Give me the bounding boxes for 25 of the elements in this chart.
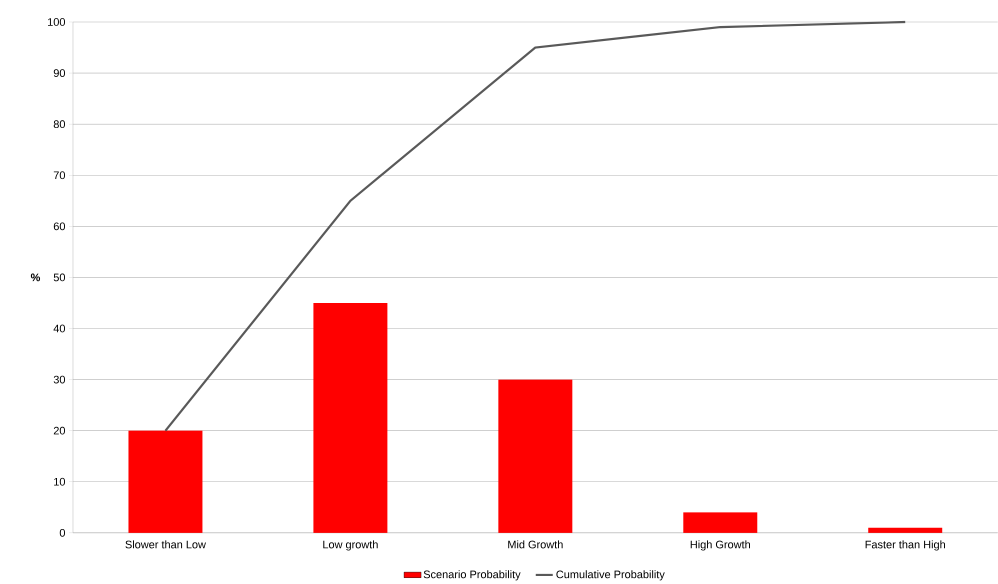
x-tick-label: Low growth xyxy=(323,540,378,551)
legend-label: Scenario Probability xyxy=(424,570,521,581)
y-tick-label: 80 xyxy=(54,120,66,128)
x-tick-label: Faster than High xyxy=(866,540,945,551)
y-tick-label: 20 xyxy=(54,426,66,435)
x-tick-label: Mid Growth xyxy=(508,540,563,548)
bar xyxy=(128,430,202,533)
y-tick-label: 0 xyxy=(60,529,66,537)
y-tick-label: 30 xyxy=(54,376,66,384)
y-axis-title: % xyxy=(30,274,40,282)
legend-label: Cumulative Probability xyxy=(556,570,665,581)
bar xyxy=(683,512,758,533)
x-tick-label: Slower than Low xyxy=(125,540,206,548)
y-tick-label: 40 xyxy=(54,324,66,332)
y-tick-label: 70 xyxy=(54,171,66,180)
bar xyxy=(498,380,572,533)
y-tick-label: 60 xyxy=(54,222,66,230)
bar xyxy=(868,528,942,533)
x-tick-label: High Growth xyxy=(690,540,750,551)
line-series xyxy=(164,20,906,432)
y-tick-label: 100 xyxy=(48,18,66,26)
y-tick-label: 90 xyxy=(54,69,66,78)
bar xyxy=(313,303,388,533)
y-tick-label: 10 xyxy=(54,478,66,486)
y-tick-label: 50 xyxy=(54,274,66,282)
